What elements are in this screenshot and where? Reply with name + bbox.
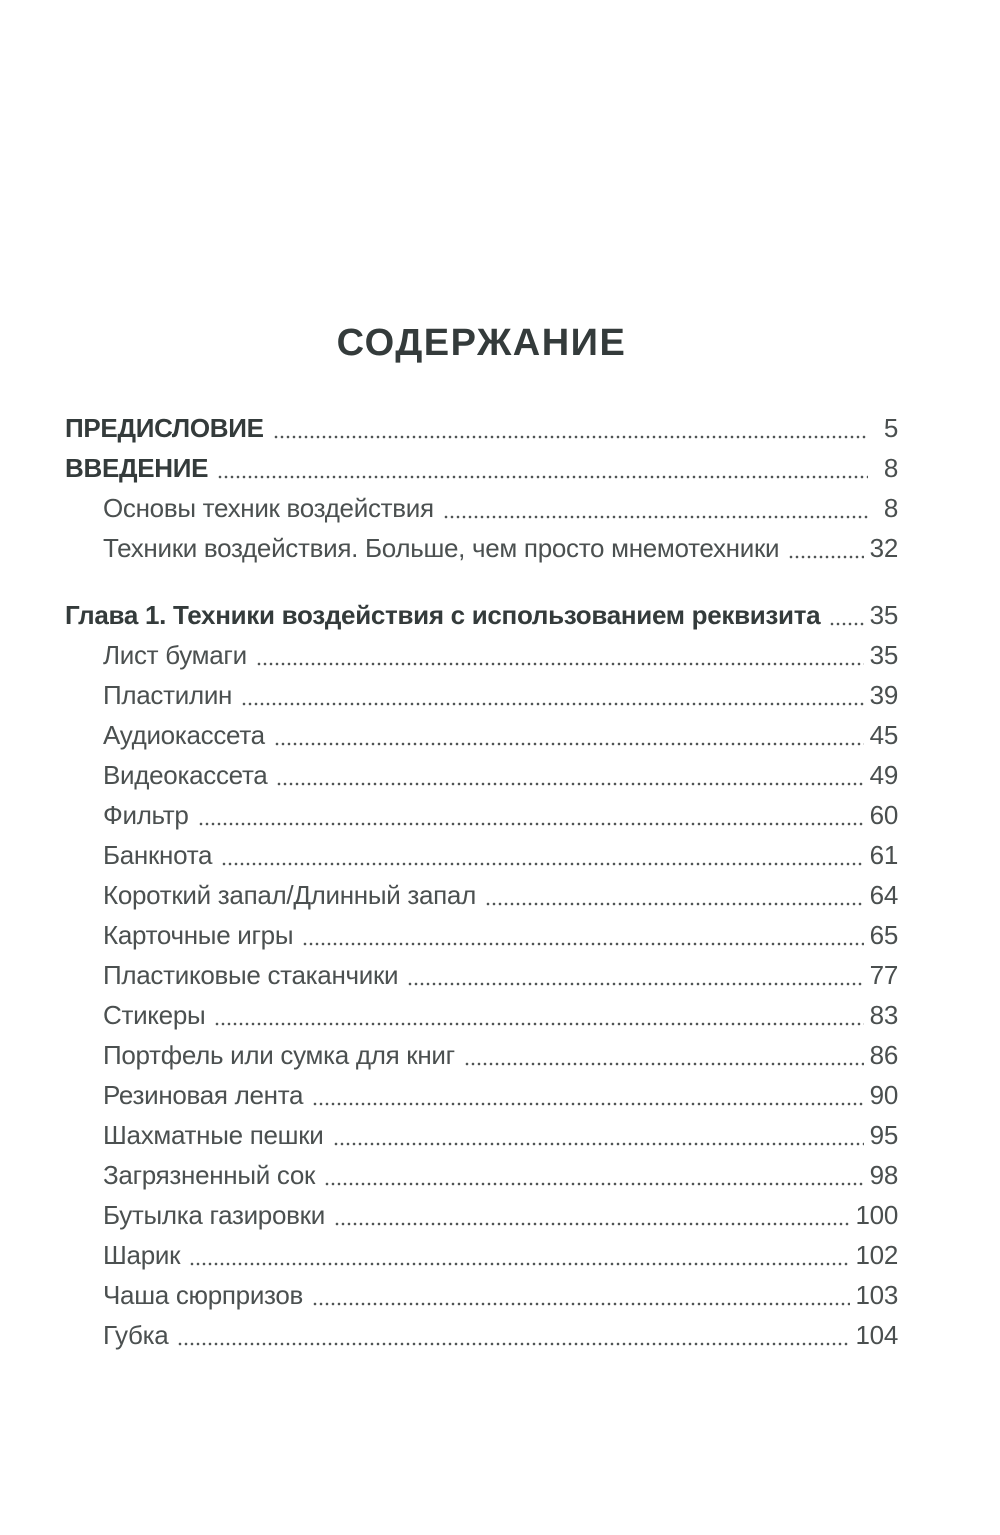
dot-leader xyxy=(273,742,864,746)
toc-entry-label: Чаша сюрпризов xyxy=(103,1280,304,1310)
toc-entry-label: Портфель или сумка для книг xyxy=(103,1040,455,1070)
dot-leader xyxy=(324,1182,864,1186)
toc-entry-page-number: 95 xyxy=(869,1120,899,1150)
toc-entry-page-number: 64 xyxy=(869,880,899,910)
toc-entry-label: Шахматные пешки xyxy=(103,1120,324,1150)
toc-entry-label: ПРЕДИСЛОВИЕ xyxy=(65,413,264,443)
toc-entry-page-number: 98 xyxy=(869,1160,899,1190)
toc-entry-page-number: 86 xyxy=(869,1040,899,1070)
dot-leader xyxy=(255,662,864,666)
toc-entry: Чаша сюрпризов 103 xyxy=(65,1275,898,1315)
toc-entry-label: Лист бумаги xyxy=(103,640,247,670)
toc-entry-page-number: 102 xyxy=(855,1240,899,1270)
toc-entry: Резиновая лента 90 xyxy=(65,1075,898,1115)
toc-section: Глава 1. Техники воздействия с использов… xyxy=(65,595,898,1355)
toc-entry-page-number: 35 xyxy=(869,600,899,630)
toc-entry: Аудиокассета 45 xyxy=(65,715,898,755)
toc-entry: Основы техник воздействия 8 xyxy=(65,488,898,528)
toc-entry-page-number: 8 xyxy=(883,453,898,483)
toc-entry-page-number: 32 xyxy=(869,533,899,563)
dot-leader xyxy=(221,862,864,866)
toc-entry-page-number: 49 xyxy=(869,760,899,790)
dot-leader xyxy=(197,822,864,826)
toc-entry-label: Видеокассета xyxy=(103,760,268,790)
toc-entry: Техники воздействия. Больше, чем просто … xyxy=(65,528,898,568)
toc-entry-label: Короткий запал/Длинный запал xyxy=(103,880,476,910)
toc-entry-label: Бутылка газировки xyxy=(103,1200,325,1230)
toc-entry: Короткий запал/Длинный запал 64 xyxy=(65,875,898,915)
toc-entry: ПРЕДИСЛОВИЕ 5 xyxy=(65,408,898,448)
dot-leader xyxy=(302,942,864,946)
toc-entry: ВВЕДЕНИЕ 8 xyxy=(65,448,898,488)
dot-leader xyxy=(484,902,864,906)
dot-leader xyxy=(333,1222,850,1226)
toc-entry: Фильтр 60 xyxy=(65,795,898,835)
toc-entry-label: Фильтр xyxy=(103,800,189,830)
dot-leader xyxy=(407,982,864,986)
toc-entry-page-number: 83 xyxy=(869,1000,899,1030)
dot-leader xyxy=(442,515,868,519)
dot-leader xyxy=(332,1142,864,1146)
toc-entry-page-number: 45 xyxy=(869,720,899,750)
toc-entry: Портфель или сумка для книг 86 xyxy=(65,1035,898,1075)
toc-entry-page-number: 8 xyxy=(883,493,898,523)
dot-leader xyxy=(214,1022,864,1026)
toc-entry-label: Пластиковые стаканчики xyxy=(103,960,399,990)
toc-entry-page-number: 35 xyxy=(869,640,899,670)
toc-entry: Пластилин 39 xyxy=(65,675,898,715)
dot-leader xyxy=(463,1062,864,1066)
toc-entry: Пластиковые стаканчики 77 xyxy=(65,955,898,995)
toc-entry: Стикеры 83 xyxy=(65,995,898,1035)
toc-entry-page-number: 60 xyxy=(869,800,899,830)
toc-entry-page-number: 61 xyxy=(869,840,899,870)
toc-entry-page-number: 77 xyxy=(869,960,899,990)
toc-entry-label: Шарик xyxy=(103,1240,181,1270)
toc-entry-page-number: 90 xyxy=(869,1080,899,1110)
toc-entry: Лист бумаги 35 xyxy=(65,635,898,675)
toc-entry-page-number: 104 xyxy=(855,1320,899,1350)
toc-entry-page-number: 65 xyxy=(869,920,899,950)
dot-leader xyxy=(312,1302,850,1306)
toc-entry-label: Пластилин xyxy=(103,680,233,710)
toc-entry-label: Стикеры xyxy=(103,1000,206,1030)
dot-leader xyxy=(241,702,864,706)
dot-leader xyxy=(217,475,868,479)
toc-entry-label: Техники воздействия. Больше, чем просто … xyxy=(103,533,780,563)
toc-entry-label: Карточные игры xyxy=(103,920,294,950)
dot-leader xyxy=(829,622,864,626)
dot-leader xyxy=(788,555,864,559)
dot-leader xyxy=(272,435,868,439)
toc-entry-label: Основы техник воздействия xyxy=(103,493,434,523)
toc-entry: Губка 104 xyxy=(65,1315,898,1355)
toc-entry-page-number: 100 xyxy=(855,1200,899,1230)
toc-entry-page-number: 39 xyxy=(869,680,899,710)
dot-leader xyxy=(189,1262,850,1266)
toc-entry: Карточные игры 65 xyxy=(65,915,898,955)
toc-entry-label: Резиновая лента xyxy=(103,1080,304,1110)
toc-entry-label: Глава 1. Техники воздействия с использов… xyxy=(65,600,821,630)
dot-leader xyxy=(177,1342,850,1346)
toc-entry: Бутылка газировки 100 xyxy=(65,1195,898,1235)
page-title: СОДЕРЖАНИЕ xyxy=(336,322,627,364)
toc-section: ПРЕДИСЛОВИЕ 5 ВВЕДЕНИЕ 8 Основы техник в… xyxy=(65,408,898,568)
toc-entry-page-number: 5 xyxy=(883,413,898,443)
toc-entry-label: Банкнота xyxy=(103,840,213,870)
toc-entry: Видеокассета 49 xyxy=(65,755,898,795)
toc-entry: Загрязненный сок 98 xyxy=(65,1155,898,1195)
toc-entry-label: Губка xyxy=(103,1320,169,1350)
toc-entry-label: Аудиокассета xyxy=(103,720,265,750)
toc-entry-label: ВВЕДЕНИЕ xyxy=(65,453,209,483)
dot-leader xyxy=(312,1102,864,1106)
toc-entry: Банкнота 61 xyxy=(65,835,898,875)
toc-list: ПРЕДИСЛОВИЕ 5 ВВЕДЕНИЕ 8 Основы техник в… xyxy=(65,408,898,1355)
toc-entry: Шахматные пешки 95 xyxy=(65,1115,898,1155)
toc-entry-page-number: 103 xyxy=(855,1280,899,1310)
toc-entry: Глава 1. Техники воздействия с использов… xyxy=(65,595,898,635)
dot-leader xyxy=(276,782,864,786)
toc-entry: Шарик 102 xyxy=(65,1235,898,1275)
toc-entry-label: Загрязненный сок xyxy=(103,1160,316,1190)
